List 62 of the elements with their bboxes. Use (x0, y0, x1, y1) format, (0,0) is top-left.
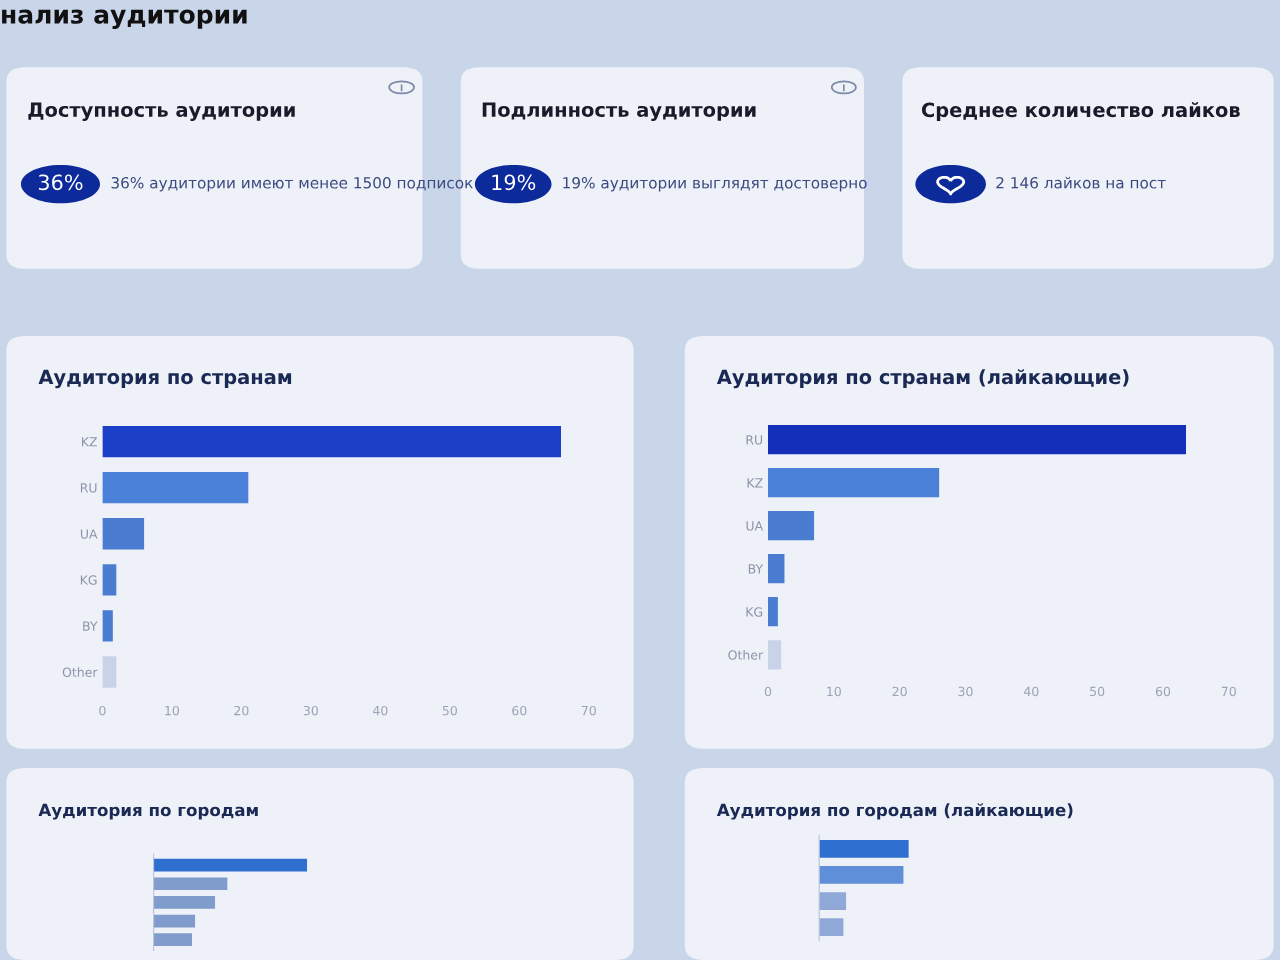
bar (153, 933, 192, 947)
text: Доступность аудитории (28, 102, 295, 121)
y-tick-label: BY (748, 564, 764, 574)
text: 2 146 лайков на пост (996, 176, 1166, 189)
chart-title: Аудитория по странам (38, 369, 292, 389)
bar (768, 640, 782, 670)
x-tick-label: 60 (1155, 686, 1171, 697)
x-tick-label: 70 (1221, 686, 1236, 697)
x-tick-label: 70 (581, 705, 596, 716)
bar (102, 656, 117, 688)
y-tick-label: KZ (747, 478, 763, 488)
bar (102, 425, 562, 458)
x-tick-label: 10 (827, 686, 841, 697)
bar (768, 554, 785, 584)
x-tick-label: 0 (764, 686, 772, 697)
y-tick-label: KG (746, 607, 763, 617)
chart-title: Аудитория по странам (лайкающие) (716, 369, 1129, 389)
text: 36% аудитории имеют менее 1500 подписок (111, 177, 473, 192)
y-tick-label: KZ (82, 437, 97, 447)
bar (819, 866, 904, 884)
x-tick-label: 60 (512, 705, 527, 716)
bar (102, 564, 117, 596)
y-tick-label: KG (80, 575, 97, 585)
y-tick-label: BY (83, 621, 98, 631)
x-tick-label: 10 (165, 705, 180, 716)
x-tick-label: 30 (303, 705, 318, 716)
bar (819, 840, 909, 858)
text: 36% (38, 174, 83, 191)
y-tick-label: UA (80, 529, 98, 539)
x-tick-label: 40 (1023, 686, 1039, 697)
text: 19% (492, 174, 536, 191)
bar (153, 896, 216, 909)
x-tick-label: 40 (373, 705, 388, 716)
bar (153, 858, 308, 872)
x-tick-label: 50 (442, 705, 457, 716)
y-tick-label: UA (746, 521, 764, 531)
x-tick-label: 20 (892, 686, 907, 697)
chart-title: Аудитория по городам (лайкающие) (716, 803, 1073, 820)
y-tick-label: RU (80, 483, 97, 493)
bar (768, 597, 778, 627)
x-tick-label: 20 (234, 705, 249, 716)
bar (102, 518, 145, 550)
bar (153, 914, 196, 928)
bar (768, 511, 815, 541)
x-tick-label: 50 (1090, 686, 1105, 697)
text: Подлинность аудитории (482, 102, 756, 121)
y-tick-label: Other (728, 650, 764, 660)
bar (102, 610, 113, 642)
text: 19% аудитории выглядят достоверно (563, 177, 867, 192)
y-tick-label: RU (746, 435, 763, 445)
bar (768, 468, 940, 498)
text: Среднее количество лайков (921, 102, 1240, 121)
text: нализ аудитории (2, 9, 247, 29)
bar (819, 918, 844, 936)
bar (819, 892, 847, 910)
x-tick-label: 30 (958, 686, 973, 697)
bar (153, 877, 228, 891)
x-tick-label: 0 (99, 705, 106, 716)
bar (102, 471, 249, 504)
chart-title: Аудитория по городам (38, 803, 258, 820)
bar (768, 425, 1187, 455)
y-tick-label: Other (62, 667, 98, 677)
